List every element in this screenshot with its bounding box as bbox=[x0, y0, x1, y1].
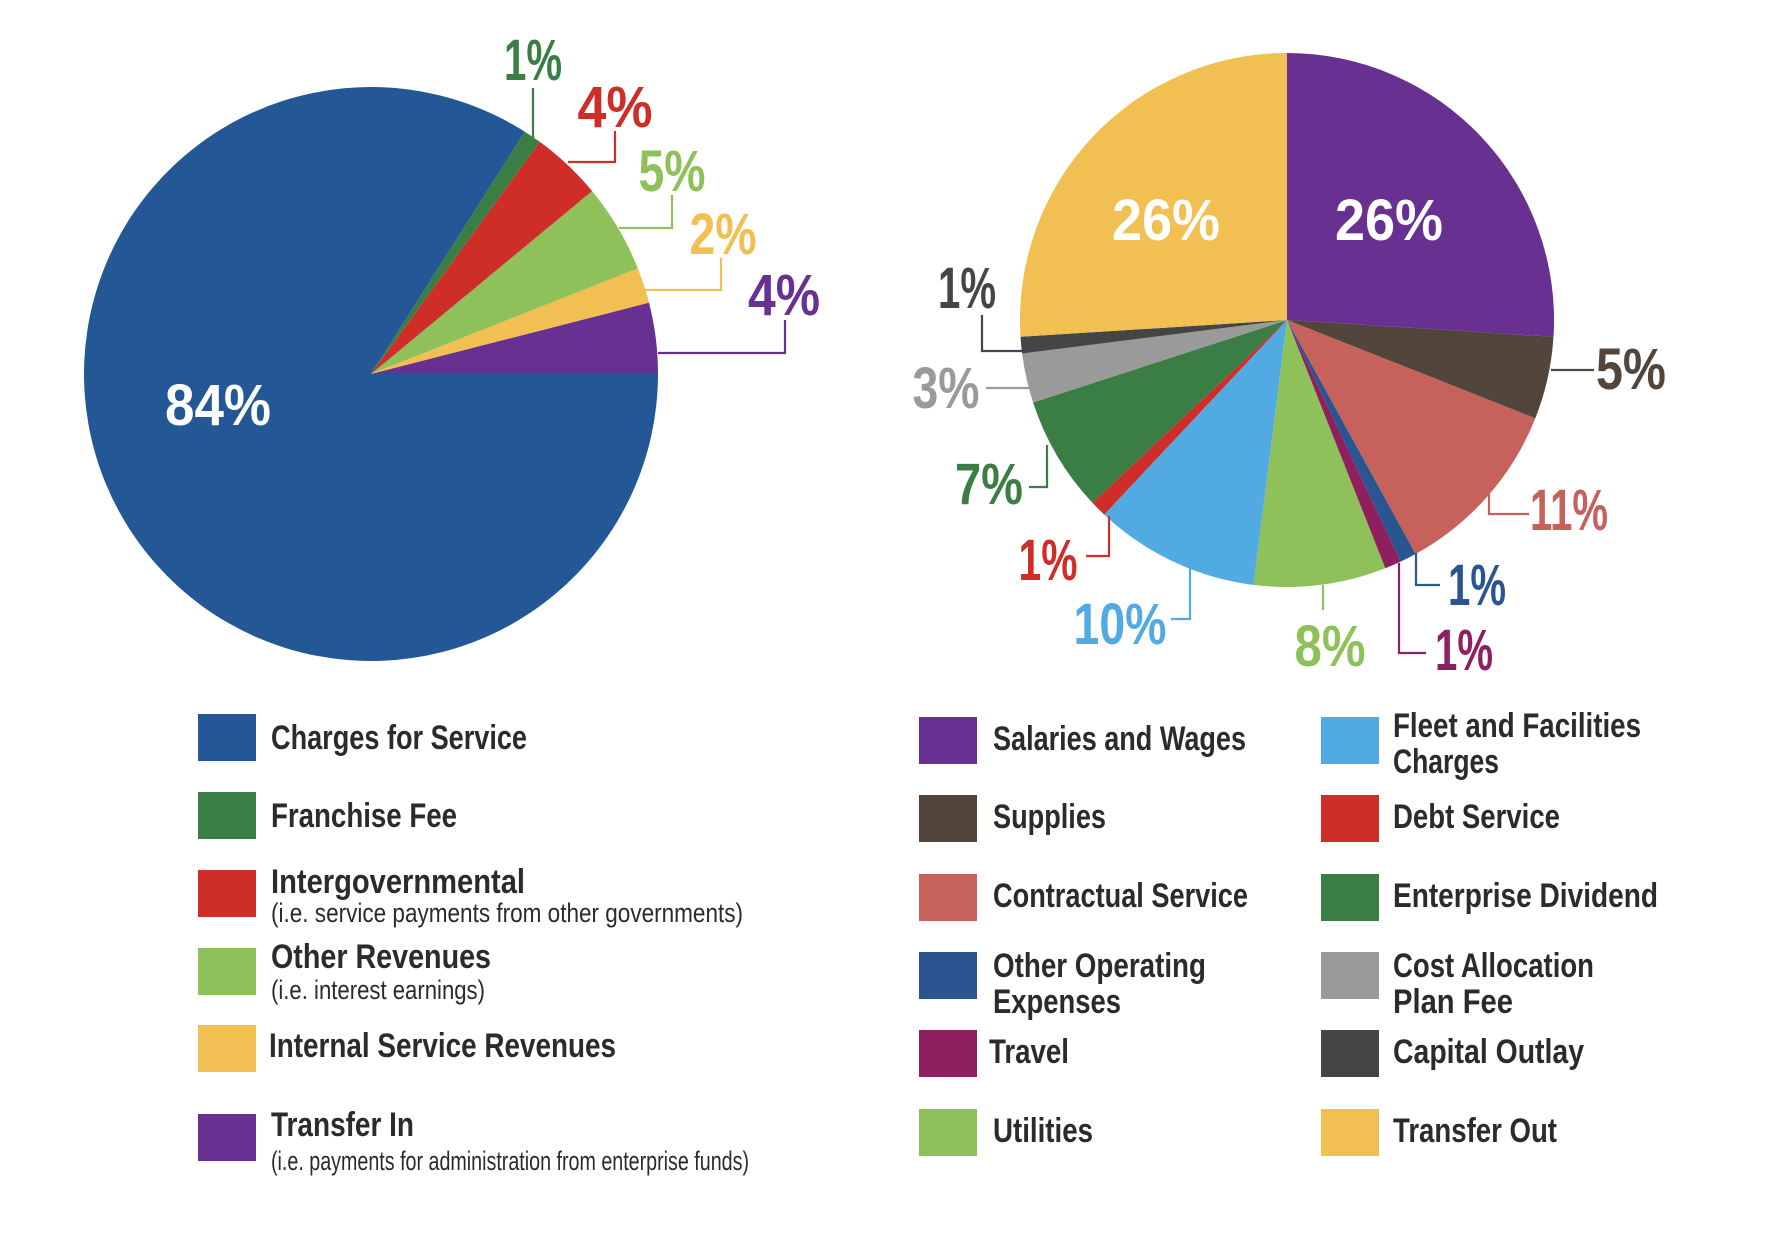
svg-text:11%: 11% bbox=[1530, 478, 1608, 543]
svg-text:(i.e. payments for administrat: (i.e. payments for administration from e… bbox=[271, 1146, 749, 1176]
svg-text:26%: 26% bbox=[1335, 188, 1443, 253]
svg-text:5%: 5% bbox=[1596, 337, 1666, 402]
svg-text:Charges: Charges bbox=[1393, 743, 1499, 781]
svg-text:4%: 4% bbox=[578, 75, 653, 140]
svg-text:1%: 1% bbox=[1019, 528, 1078, 593]
svg-text:Cost Allocation: Cost Allocation bbox=[1393, 947, 1594, 985]
svg-text:Contractual Service: Contractual Service bbox=[993, 877, 1248, 915]
svg-text:7%: 7% bbox=[955, 452, 1023, 517]
svg-text:8%: 8% bbox=[1295, 614, 1366, 679]
svg-text:1%: 1% bbox=[1435, 618, 1493, 683]
svg-text:3%: 3% bbox=[913, 356, 980, 421]
svg-text:Fleet and Facilities: Fleet and Facilities bbox=[1393, 707, 1641, 745]
svg-text:1%: 1% bbox=[504, 28, 562, 93]
svg-text:Other Revenues: Other Revenues bbox=[271, 938, 491, 976]
svg-text:Expenses: Expenses bbox=[993, 983, 1121, 1021]
svg-text:Salaries and Wages: Salaries and Wages bbox=[993, 720, 1246, 758]
svg-text:Supplies: Supplies bbox=[993, 798, 1106, 836]
svg-text:Charges for Service: Charges for Service bbox=[271, 719, 527, 757]
svg-text:Capital Outlay: Capital Outlay bbox=[1393, 1033, 1584, 1071]
svg-text:1%: 1% bbox=[1448, 553, 1506, 618]
svg-text:Intergovernmental: Intergovernmental bbox=[271, 863, 525, 901]
svg-text:(i.e. interest earnings): (i.e. interest earnings) bbox=[271, 975, 485, 1005]
svg-text:Utilities: Utilities bbox=[993, 1112, 1093, 1150]
svg-text:10%: 10% bbox=[1074, 592, 1167, 657]
svg-text:1%: 1% bbox=[938, 256, 996, 321]
svg-text:Enterprise Dividend: Enterprise Dividend bbox=[1393, 877, 1658, 915]
svg-text:Internal Service Revenues: Internal Service Revenues bbox=[269, 1027, 616, 1065]
svg-text:Transfer In: Transfer In bbox=[271, 1106, 414, 1144]
svg-text:Debt Service: Debt Service bbox=[1393, 798, 1560, 836]
svg-text:Franchise Fee: Franchise Fee bbox=[271, 797, 457, 835]
svg-text:Other Operating: Other Operating bbox=[993, 947, 1206, 985]
svg-text:5%: 5% bbox=[639, 139, 706, 204]
svg-text:4%: 4% bbox=[748, 263, 820, 328]
svg-text:2%: 2% bbox=[690, 202, 757, 267]
svg-text:Travel: Travel bbox=[989, 1033, 1069, 1071]
svg-text:Plan Fee: Plan Fee bbox=[1393, 983, 1513, 1021]
svg-text:(i.e. service payments from ot: (i.e. service payments from other govern… bbox=[271, 898, 743, 928]
svg-text:84%: 84% bbox=[165, 373, 271, 438]
svg-text:Transfer Out: Transfer Out bbox=[1393, 1112, 1557, 1150]
svg-text:26%: 26% bbox=[1112, 188, 1220, 253]
